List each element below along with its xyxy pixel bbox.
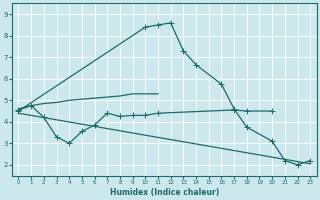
X-axis label: Humidex (Indice chaleur): Humidex (Indice chaleur) <box>110 188 219 197</box>
